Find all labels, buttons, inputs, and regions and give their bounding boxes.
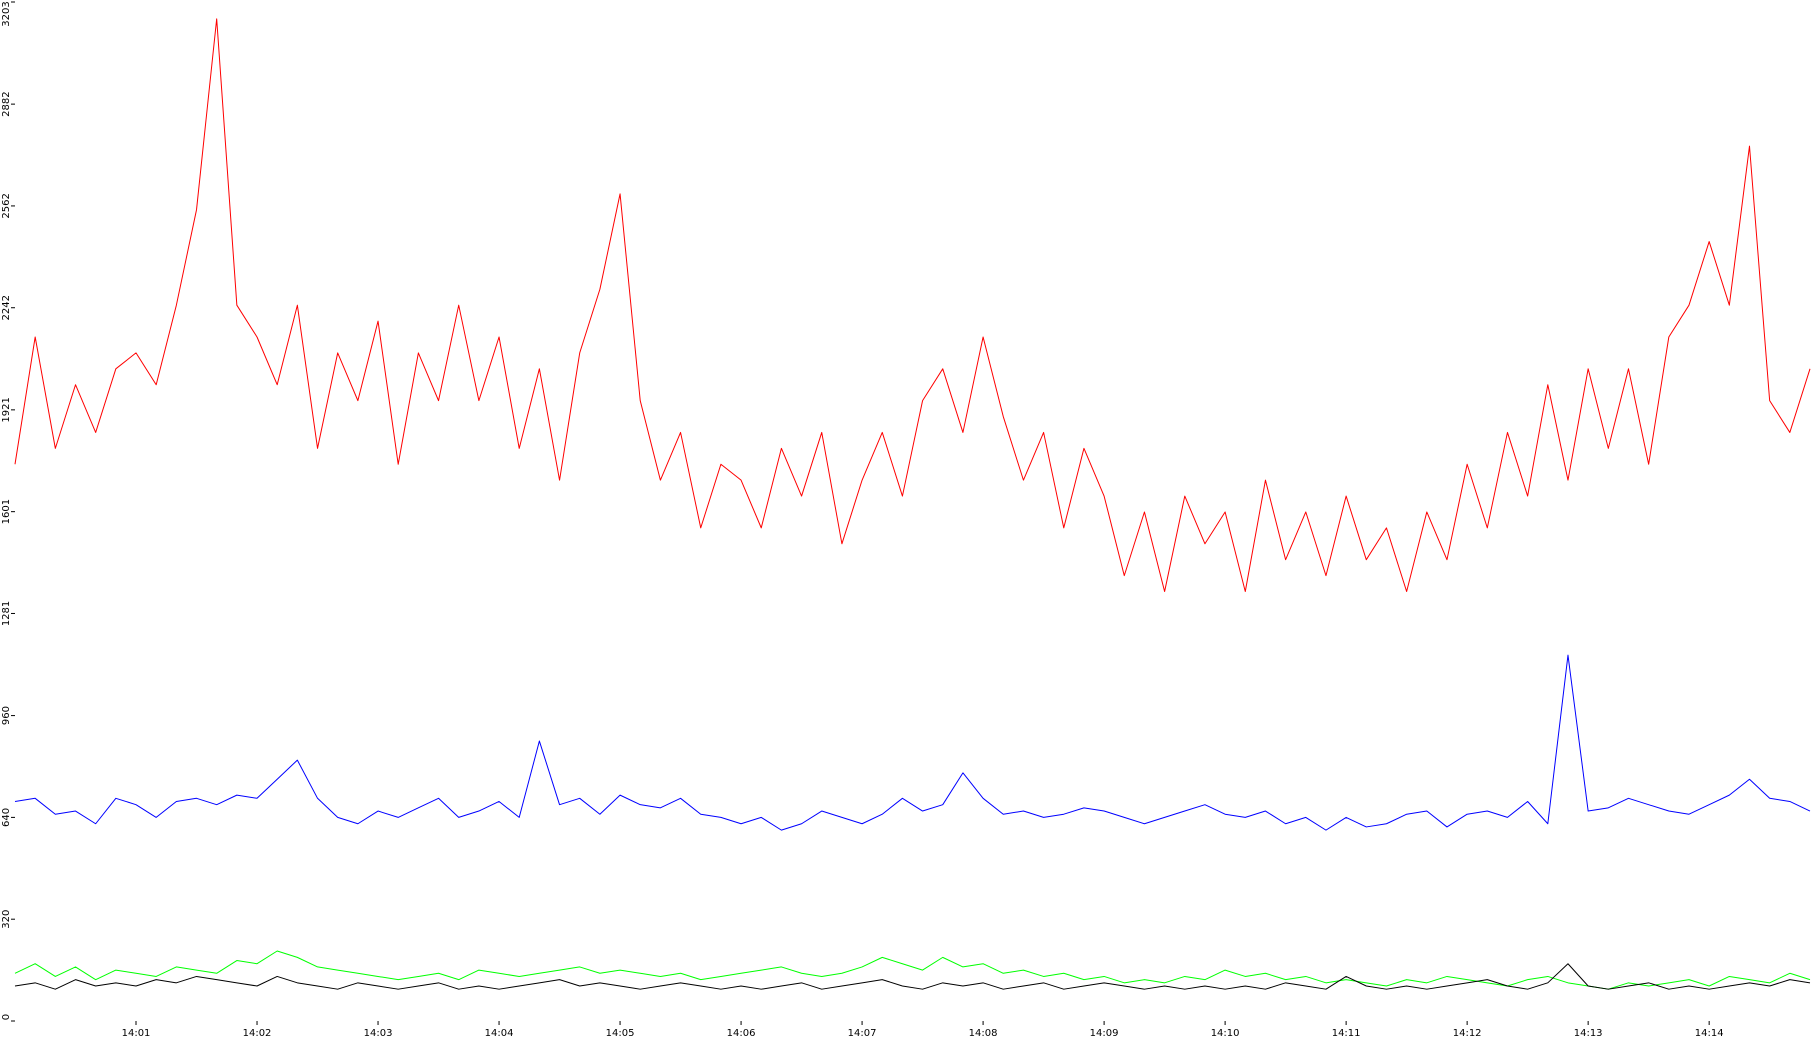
y-tick-label: 1601 bbox=[1, 499, 12, 524]
x-tick-label: 14:02 bbox=[243, 1028, 272, 1039]
x-tick-label: 14:05 bbox=[606, 1028, 635, 1039]
series-line bbox=[14, 950, 1811, 990]
x-tick-label: 14:14 bbox=[1695, 1028, 1724, 1039]
x-tick-label: 14:03 bbox=[364, 1028, 393, 1039]
x-tick-label: 14:06 bbox=[727, 1028, 756, 1039]
y-tick-label: 960 bbox=[1, 706, 12, 725]
y-tick-label: 2242 bbox=[1, 295, 12, 320]
y-tick-label: 3203 bbox=[1, 1, 12, 26]
y-tick-label: 0 bbox=[1, 1014, 12, 1020]
y-tick-label: 1281 bbox=[1, 601, 12, 626]
x-tick-label: 14:11 bbox=[1332, 1028, 1361, 1039]
x-tick-label: 14:08 bbox=[969, 1028, 998, 1039]
y-tick-label: 2562 bbox=[1, 193, 12, 218]
x-tick-label: 14:10 bbox=[1211, 1028, 1240, 1039]
y-tick-label: 1921 bbox=[1, 397, 12, 422]
x-tick-label: 14:01 bbox=[122, 1028, 151, 1039]
series-line bbox=[14, 18, 1811, 593]
series-line bbox=[14, 963, 1811, 990]
x-tick-label: 14:07 bbox=[848, 1028, 877, 1039]
x-tick-label: 14:04 bbox=[485, 1028, 514, 1039]
y-tick-label: 2882 bbox=[1, 91, 12, 116]
y-tick-label: 640 bbox=[1, 808, 12, 827]
y-tick-label: 320 bbox=[1, 910, 12, 929]
x-tick-label: 14:09 bbox=[1090, 1028, 1119, 1039]
x-tick-label: 14:13 bbox=[1574, 1028, 1603, 1039]
series-line bbox=[14, 654, 1811, 831]
x-tick-label: 14:12 bbox=[1453, 1028, 1482, 1039]
